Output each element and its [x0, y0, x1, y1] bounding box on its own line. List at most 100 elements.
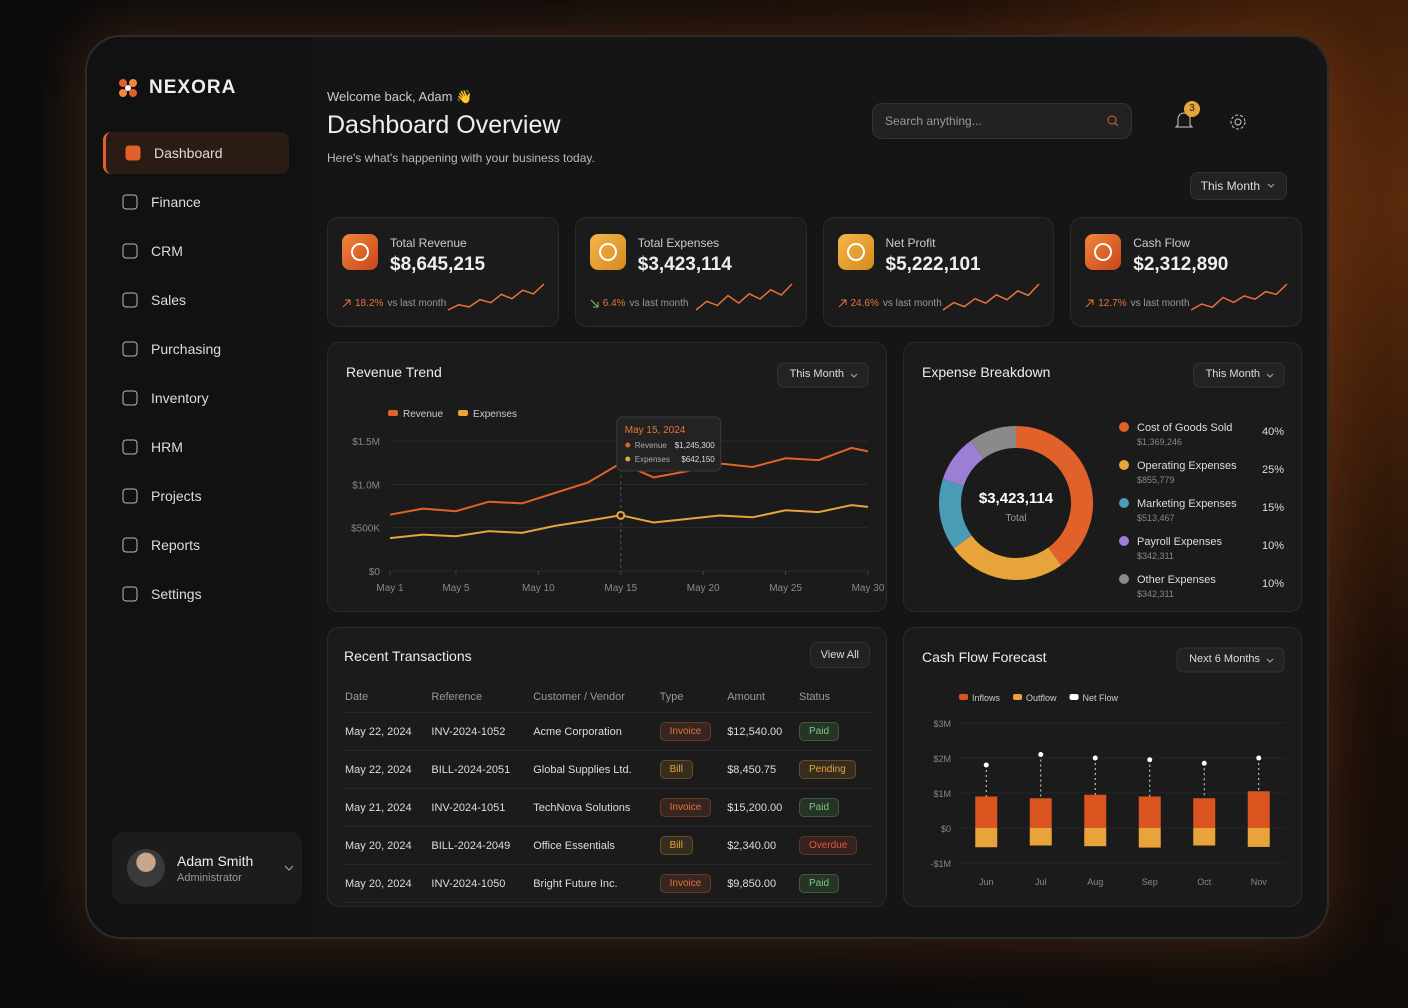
inflow-bar	[1247, 791, 1270, 828]
cell: INV-2024-1052	[430, 712, 533, 751]
y-tick-label: $2M	[933, 754, 951, 764]
cell: $9,850.00	[726, 864, 798, 903]
search-icon	[1107, 115, 1119, 127]
cell: BILL-2024-2049	[430, 826, 533, 865]
trend-arrow-shape	[1085, 299, 1094, 308]
kpi-glyph	[351, 243, 369, 261]
expense-chart: Expense Breakdown This Month $3,423,114 Tot…	[922, 362, 1285, 599]
kpi-note: vs last month	[882, 298, 942, 309]
cell: TechNova Solutions	[532, 788, 659, 827]
nav-icon-shape	[122, 537, 138, 553]
donut-slice	[939, 479, 972, 549]
period-select[interactable]: This Month	[777, 362, 869, 388]
transaction-row[interactable]: May 22, 2024 INV-2024-1052 Acme Corporatio…	[344, 712, 874, 751]
kpi-change: 12.7%	[1098, 298, 1127, 309]
cell: Overdue	[798, 826, 874, 865]
chevron	[1267, 183, 1275, 188]
nav-item[interactable]: Inventory	[103, 377, 289, 419]
brand-name: NEXORA	[149, 77, 237, 98]
user-card[interactable]: Adam Smith Administrator	[112, 832, 302, 904]
chevron	[1266, 373, 1274, 378]
cell: Paid	[798, 788, 874, 827]
nav-item[interactable]: Projects	[103, 475, 289, 517]
transaction-row[interactable]: May 21, 2024 INV-2024-1051 TechNova Soluti…	[344, 788, 874, 827]
welcome: Welcome back, Adam 👋	[327, 89, 473, 104]
sparkline	[447, 283, 545, 311]
period-button	[1176, 647, 1285, 673]
legend-name: Other Expenses	[1137, 574, 1216, 586]
kpi-label: Cash Flow	[1133, 236, 1190, 250]
transactions-title: Recent Transactions	[344, 648, 472, 664]
type-badge: Bill	[659, 760, 693, 779]
sparkline-line	[1190, 283, 1288, 311]
kpi-card: Total Revenue $8,645,215 18.2% vs last mont…	[327, 217, 559, 327]
nav-label: Sales	[151, 292, 187, 308]
inflow-bar	[1084, 794, 1107, 828]
kpi-icon	[837, 234, 874, 270]
legend-swatch	[458, 410, 469, 416]
cell: Paid	[798, 712, 874, 751]
period-select[interactable]: Next 6 Months	[1176, 647, 1285, 673]
period-button	[777, 362, 869, 388]
view-all[interactable]: View All	[809, 642, 870, 668]
search[interactable]: Search anything...	[872, 103, 1132, 139]
column-header: Status	[798, 682, 874, 713]
kpi-label: Total Expenses	[637, 236, 720, 250]
cell: $12,540.00	[726, 712, 798, 751]
kpi-change-row: 18.2% vs last month	[342, 298, 446, 309]
donut-total: $3,423,114	[979, 490, 1054, 507]
settings-icon[interactable]	[1227, 111, 1249, 133]
cell: Bill	[658, 826, 727, 865]
trend-arrow	[590, 299, 599, 308]
transaction-row[interactable]: May 20, 2024 INV-2024-1050 Bright Future I…	[344, 864, 874, 903]
nav-icon	[125, 145, 141, 161]
cashflow-chart: Cash Flow Forecast Next 6 Months Inflows Ou…	[922, 647, 1286, 887]
nav-item[interactable]: Sales	[103, 279, 289, 321]
legend-label: Net Flow	[1083, 693, 1119, 703]
transactions-table: Date Reference Customer / Vendor Type Amount…	[344, 682, 874, 903]
trend-arrow-shape	[590, 299, 599, 308]
kpi-glyph-shape	[351, 243, 369, 261]
nav-item[interactable]: Settings	[103, 573, 289, 615]
sparkline-line	[695, 283, 793, 311]
x-tick-label: May 10	[522, 583, 555, 594]
nav-item[interactable]: Finance	[103, 181, 289, 223]
legend-label: Inflows	[972, 693, 1001, 703]
nav-label: Projects	[151, 488, 202, 504]
period-label: This Month	[1206, 368, 1260, 380]
cell: $2,340.00	[726, 826, 798, 865]
sparkline-line	[942, 283, 1040, 311]
nav-item[interactable]: Reports	[103, 524, 289, 566]
x-tick-label: May 25	[769, 583, 802, 594]
period-select[interactable]: This Month	[1189, 172, 1287, 200]
inflow-bar	[1138, 796, 1161, 828]
transaction-row[interactable]: May 22, 2024 BILL-2024-2051 Global Supplie…	[344, 750, 874, 789]
legend-amount: $1,369,246	[1137, 437, 1182, 447]
nav-item[interactable]: CRM	[103, 230, 289, 272]
net-flow-point	[1092, 755, 1098, 761]
sidebar: NEXORA Dashboard Finance CRM Sales Purchasin…	[87, 37, 312, 937]
kpi-glyph-shape	[598, 243, 617, 261]
net-flow-point	[1147, 757, 1153, 763]
x-tick-label: May 20	[687, 583, 720, 594]
y-tick-label: $1M	[933, 789, 951, 799]
legend-swatch	[959, 694, 968, 700]
legend-swatch	[1013, 694, 1023, 700]
kpi-glyph	[1094, 243, 1113, 261]
nav-item[interactable]: Dashboard	[103, 132, 289, 174]
nav-item[interactable]: Purchasing	[103, 328, 289, 370]
x-tick-label: Sep	[1142, 877, 1158, 887]
transaction-row[interactable]: May 20, 2024 BILL-2024-2049 Office Essenti…	[344, 826, 874, 865]
nav-icon	[122, 390, 138, 406]
period-select[interactable]: This Month	[1193, 362, 1285, 388]
nav-label: Dashboard	[154, 145, 223, 161]
inflow-bar	[1029, 798, 1052, 828]
legend-dot	[1119, 422, 1129, 432]
cell: Global Supplies Ltd.	[532, 750, 659, 789]
kpi-value: $3,423,114	[637, 254, 732, 275]
kpi-value: $2,312,890	[1133, 254, 1229, 275]
legend-amount: $342,311	[1137, 551, 1174, 561]
table-head: Date Reference Customer / Vendor Type Amount…	[344, 682, 874, 713]
nav-item[interactable]: HRM	[103, 426, 289, 468]
nav-icon-shape	[122, 243, 138, 259]
